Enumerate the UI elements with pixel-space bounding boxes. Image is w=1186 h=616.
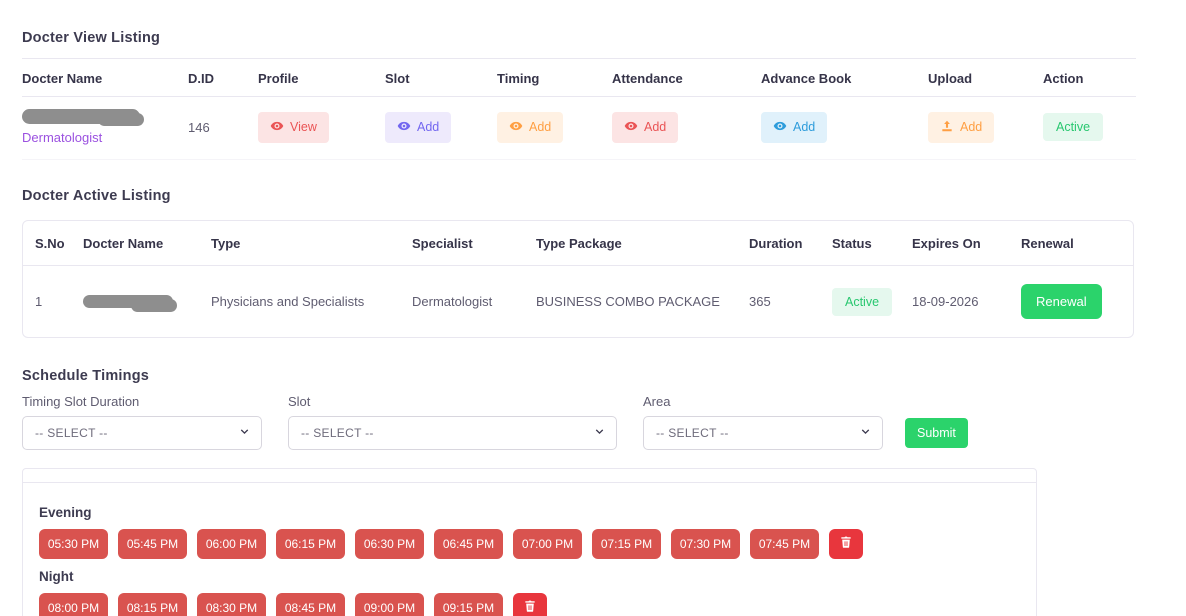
slot-field: Slot -- SELECT -- <box>288 394 617 450</box>
evening-slots: 05:30 PM 05:45 PM 06:00 PM 06:15 PM 06:30 PM… <box>39 529 829 559</box>
time-slot-button[interactable]: 06:45 PM <box>434 529 503 559</box>
col-slot: Slot <box>385 59 497 97</box>
time-slot-button[interactable]: 07:30 PM <box>671 529 740 559</box>
chevron-down-icon <box>593 425 606 441</box>
redacted-doctor-name <box>22 109 144 126</box>
night-group: Night 08:00 PM 08:15 PM 08:30 PM 08:45 PM 09… <box>39 569 1020 616</box>
slots-card-header-strip <box>23 469 1036 483</box>
time-slot-button[interactable]: 08:15 PM <box>118 593 187 616</box>
profile-view-button[interactable]: View <box>258 111 329 143</box>
time-slot-button[interactable]: 07:00 PM <box>513 529 582 559</box>
col-advance-book: Advance Book <box>761 59 928 97</box>
col-docter-name: Docter Name <box>22 59 188 97</box>
renewal-button[interactable]: Renewal <box>1021 284 1102 319</box>
time-slot-button[interactable]: 08:30 PM <box>197 593 266 616</box>
eye-icon <box>509 119 523 136</box>
time-slot-button[interactable]: 09:00 PM <box>355 593 424 616</box>
slot-select[interactable]: -- SELECT -- <box>288 416 617 450</box>
time-slot-button[interactable]: 06:30 PM <box>355 529 424 559</box>
type-package: BUSINESS COMBO PACKAGE <box>536 294 720 309</box>
time-slot-button[interactable]: 05:45 PM <box>118 529 187 559</box>
status-badge: Active <box>1043 113 1104 141</box>
advance-book-add-button[interactable]: Add <box>761 111 828 143</box>
timing-slot-duration-label: Timing Slot Duration <box>22 394 140 409</box>
delete-evening-slots-button[interactable] <box>829 529 863 559</box>
col-duration: Duration <box>749 221 832 266</box>
timing-add-button[interactable]: Add <box>497 111 564 143</box>
timing-slot-duration-field: Timing Slot Duration -- SELECT -- <box>22 394 262 450</box>
chevron-down-icon <box>859 425 872 441</box>
active-listing-table: S.No Docter Name Type Specialist Type Pa… <box>23 221 1133 338</box>
doctor-specialty-link[interactable]: Dermatologist <box>22 130 103 145</box>
active-listing-row: 1 Physicians and Specialists Dermatologi… <box>23 266 1133 338</box>
col-d-id: D.ID <box>188 59 258 97</box>
schedule-slots-card: Evening 05:30 PM 05:45 PM 06:00 PM 06:15 PM… <box>22 468 1037 616</box>
evening-label: Evening <box>39 505 92 520</box>
time-slot-button[interactable]: 06:15 PM <box>276 529 345 559</box>
time-slot-button[interactable]: 07:15 PM <box>592 529 661 559</box>
chevron-down-icon <box>238 425 251 441</box>
time-slot-button[interactable]: 08:45 PM <box>276 593 345 616</box>
upload-icon <box>940 119 954 136</box>
attendance-add-button[interactable]: Add <box>612 111 679 143</box>
delete-night-slots-button[interactable] <box>513 593 547 616</box>
col-s-no: S.No <box>23 221 83 266</box>
col-upload: Upload <box>928 59 1043 97</box>
doctor-specialist: Dermatologist <box>412 294 493 309</box>
view-listing-title: Docter View Listing <box>22 30 161 46</box>
area-field: Area -- SELECT -- <box>643 394 883 450</box>
col-type-package: Type Package <box>536 221 749 266</box>
serial-number: 1 <box>35 294 43 309</box>
slot-label: Slot <box>288 394 311 409</box>
active-listing-header-row: S.No Docter Name Type Specialist Type Pa… <box>23 221 1133 266</box>
schedule-form: Timing Slot Duration -- SELECT -- Slot -… <box>22 394 1136 450</box>
schedule-timings-title: Schedule Timings <box>22 368 150 384</box>
submit-button[interactable]: Submit <box>905 418 968 448</box>
col-action: Action <box>1043 59 1136 97</box>
evening-group: Evening 05:30 PM 05:45 PM 06:00 PM 06:15 PM… <box>39 505 1020 559</box>
col-renewal: Renewal <box>1021 221 1133 266</box>
status-badge: Active <box>832 287 893 316</box>
col-timing: Timing <box>497 59 612 97</box>
col-type: Type <box>211 221 412 266</box>
doctor-type: Physicians and Specialists <box>211 294 365 309</box>
night-slots: 08:00 PM 08:15 PM 08:30 PM 08:45 PM 09:00 PM… <box>39 593 513 616</box>
upload-add-button[interactable]: Add <box>928 111 995 143</box>
eye-icon <box>270 119 284 136</box>
active-listing-title: Docter Active Listing <box>22 188 171 204</box>
col-docter-name: Docter Name <box>83 221 211 266</box>
col-attendance: Attendance <box>612 59 761 97</box>
eye-icon <box>773 119 787 136</box>
time-slot-button[interactable]: 05:30 PM <box>39 529 108 559</box>
trash-icon <box>839 535 853 553</box>
expires-on: 18-09-2026 <box>912 294 979 309</box>
col-status: Status <box>832 221 912 266</box>
view-listing-header: Docter View Listing <box>22 30 1136 59</box>
active-listing-card: S.No Docter Name Type Specialist Type Pa… <box>22 220 1134 338</box>
view-listing-table: Docter Name D.ID Profile Slot Timing Att… <box>22 59 1136 160</box>
slot-add-button[interactable]: Add <box>385 111 452 143</box>
area-label: Area <box>643 394 671 409</box>
col-profile: Profile <box>258 59 385 97</box>
time-slot-button[interactable]: 07:45 PM <box>750 529 819 559</box>
area-select[interactable]: -- SELECT -- <box>643 416 883 450</box>
time-slot-button[interactable]: 09:15 PM <box>434 593 503 616</box>
duration: 365 <box>749 294 771 309</box>
view-listing-header-row: Docter Name D.ID Profile Slot Timing Att… <box>22 59 1136 97</box>
night-label: Night <box>39 569 74 584</box>
time-slot-button[interactable]: 06:00 PM <box>197 529 266 559</box>
redacted-doctor-name <box>83 295 177 312</box>
trash-icon <box>523 599 537 616</box>
col-expires-on: Expires On <box>912 221 1021 266</box>
doctor-id: 146 <box>188 96 258 160</box>
eye-icon <box>624 119 638 136</box>
col-specialist: Specialist <box>412 221 536 266</box>
eye-icon <box>397 119 411 136</box>
time-slot-button[interactable]: 08:00 PM <box>39 593 108 616</box>
view-listing-row: Dermatologist 146 View Add <box>22 96 1136 160</box>
timing-slot-duration-select[interactable]: -- SELECT -- <box>22 416 262 450</box>
